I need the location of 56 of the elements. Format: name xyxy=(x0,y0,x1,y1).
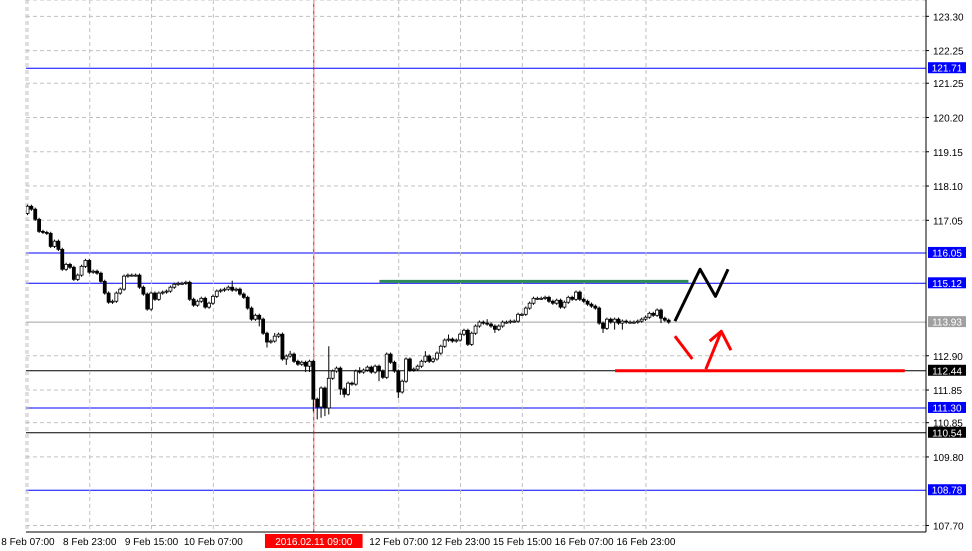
candlestick xyxy=(659,308,663,324)
candlestick xyxy=(558,298,562,310)
candlestick xyxy=(122,274,126,292)
candlestick xyxy=(574,290,578,302)
ref-line-label: 121.71 xyxy=(932,64,963,75)
candlestick xyxy=(620,319,624,330)
candlestick xyxy=(377,364,381,382)
y-tick-label: 119.15 xyxy=(933,148,964,159)
y-tick-label: 121.25 xyxy=(933,79,964,90)
candlestick xyxy=(203,296,208,310)
candlestick xyxy=(578,290,582,302)
y-tick-label: 117.05 xyxy=(933,216,964,228)
ref-line-label: 110.54 xyxy=(932,428,962,440)
y-tick-label: 111.85 xyxy=(933,386,963,398)
candlestick xyxy=(346,381,350,396)
x-tick-label: 12 Feb 23:00 xyxy=(431,537,490,548)
ref-line-label: 116.05 xyxy=(932,248,962,260)
candlestick xyxy=(230,280,234,292)
x-tick-label: 2016.02.11 09:00 xyxy=(275,537,353,548)
y-tick-label: 109.80 xyxy=(933,452,964,464)
candlestick xyxy=(458,332,462,342)
candlestick xyxy=(524,306,528,316)
candlestick xyxy=(114,290,118,304)
candlestick xyxy=(292,352,296,364)
x-tick-label: 8 Feb 07:00 xyxy=(1,537,56,548)
candlestick xyxy=(605,317,609,330)
ref-line-label: 112.44 xyxy=(932,366,962,378)
ref-line-label: 115.12 xyxy=(932,278,962,290)
x-tick-label: 15 Feb 15:00 xyxy=(492,537,552,548)
candlestick xyxy=(156,290,161,302)
y-tick-label: 120.20 xyxy=(933,113,964,124)
candlestick xyxy=(87,258,92,274)
y-tick-label: 110.85 xyxy=(933,418,964,430)
candlestick xyxy=(48,231,53,249)
ref-line-label: 111.30 xyxy=(932,403,962,414)
y-tick-label: 122.25 xyxy=(933,46,964,58)
x-tick-label: 16 Feb 23:00 xyxy=(616,537,676,548)
candlestick xyxy=(26,204,30,216)
y-tick-label: 107.70 xyxy=(933,521,964,532)
candlestick xyxy=(466,328,470,346)
ref-line-label: 108.78 xyxy=(932,486,963,497)
x-tick-label: 9 Feb 15:00 xyxy=(124,537,179,548)
candlestick xyxy=(516,312,520,324)
y-tick-label: 118.10 xyxy=(933,182,964,194)
x-tick-label: 10 Feb 07:00 xyxy=(184,537,244,548)
ref-line-label: 113.93 xyxy=(932,318,962,329)
candlestick xyxy=(272,332,277,344)
x-tick-label: 16 Feb 07:00 xyxy=(554,537,614,548)
x-tick-label: 12 Feb 07:00 xyxy=(369,537,429,548)
candlestick xyxy=(319,386,323,418)
x-tick-label: 8 Feb 23:00 xyxy=(63,537,117,548)
candlestick xyxy=(72,265,76,282)
y-tick-label: 123.30 xyxy=(933,12,964,24)
y-tick-label: 112.90 xyxy=(933,352,964,363)
candlestick xyxy=(612,317,617,330)
candlestick xyxy=(149,290,154,312)
